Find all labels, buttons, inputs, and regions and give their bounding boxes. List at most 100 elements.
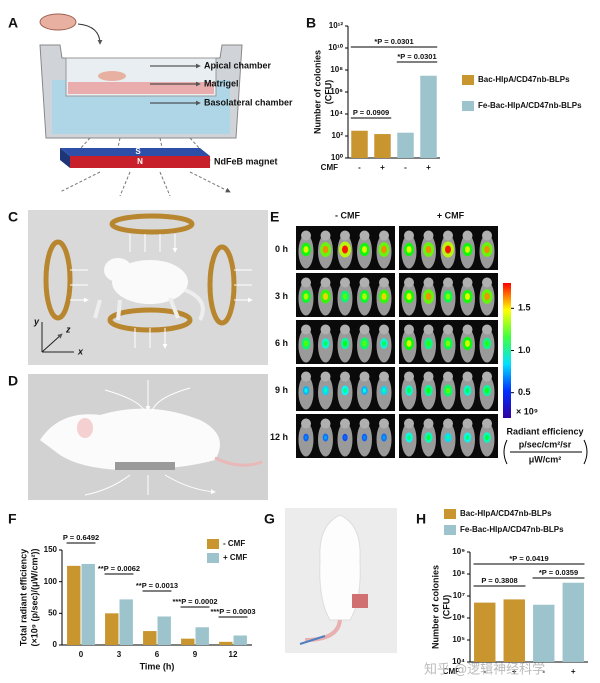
mouse-head (404, 230, 414, 241)
signal-core (323, 340, 328, 347)
colorbar-tick-label: 1.0 (518, 345, 531, 355)
signal-core (446, 435, 450, 440)
signal-core (485, 434, 489, 441)
signal-core (426, 340, 431, 347)
y-tick-label: 10⁴ (330, 109, 343, 118)
label: NdFeB magnet (214, 156, 278, 166)
row-label: 9 h (275, 385, 288, 395)
colorbar-unit: p/sec/cm²/sr (519, 439, 572, 449)
bar (67, 565, 81, 645)
signal-core (322, 245, 329, 254)
panel-label: D (8, 373, 18, 389)
y-axis-label: Number of colonies (312, 50, 322, 134)
colorbar-multiplier: × 10⁹ (516, 406, 538, 416)
signal-core (382, 388, 386, 393)
signal-core (303, 340, 309, 347)
bar (233, 635, 247, 645)
signal-core (343, 388, 347, 393)
signal-core (342, 293, 348, 300)
legend-label: Bac-HlpA/CD47nb-BLPs (460, 509, 552, 518)
signal-core (465, 387, 470, 394)
signal-core (303, 293, 309, 300)
signal-core (406, 246, 412, 253)
signal-core (381, 245, 387, 254)
y-tick-label: 50 (48, 608, 57, 617)
mouse-head (404, 277, 414, 288)
y-tick-label: 0 (53, 640, 58, 649)
x-tick-label: - (542, 667, 545, 676)
mouse-head (462, 230, 473, 241)
signal-core (484, 292, 490, 301)
legend-label: Fe-Bac-HlpA/CD47nb-BLPs (460, 525, 564, 534)
signal-core (465, 340, 470, 347)
significance-label: *P = 0.0301 (397, 52, 436, 61)
x-tick-label: + (571, 667, 576, 676)
significance-label: ***P = 0.0002 (172, 597, 217, 606)
bar (219, 641, 233, 645)
mouse-head (320, 277, 331, 288)
mouse-head (482, 230, 492, 241)
bar (397, 132, 414, 158)
mouse-head (301, 324, 311, 335)
signal-core (362, 246, 367, 253)
mouse-head (462, 371, 473, 382)
mouse-head (443, 418, 453, 429)
bar (181, 638, 195, 645)
signal-core (323, 388, 328, 393)
mouse-head (340, 230, 350, 241)
significance-label: *P = 0.0359 (539, 568, 578, 577)
coil-illustration (28, 210, 268, 365)
mouse-head (379, 277, 389, 288)
bar-chart: 0 50 100 150 Total radiant efficiency (×10⁹ (… (18, 533, 255, 671)
colorbar-tick-label: 0.5 (518, 387, 531, 397)
mouse-head (462, 418, 473, 429)
y-tick-label: 10¹² (329, 21, 344, 30)
x-tick-label: + (426, 163, 431, 172)
x-tick-label: - (404, 163, 407, 172)
signal-core (406, 293, 412, 300)
y-tick-label: 10⁹ (452, 547, 465, 556)
signal-core (362, 293, 367, 300)
mouse-head (379, 371, 389, 382)
mouse-head (379, 324, 389, 335)
label: Matrigel (204, 78, 239, 88)
legend-label: + CMF (223, 553, 247, 562)
mouse-illustration (28, 374, 268, 500)
row-label: 12 h (270, 432, 288, 442)
row-label: 3 h (275, 291, 288, 301)
significance-label: *P = 0.0419 (509, 554, 548, 563)
significance-label: P = 0.3808 (481, 576, 517, 585)
signal-core (425, 245, 432, 254)
mouse-head (404, 418, 414, 429)
signal-core (342, 245, 348, 254)
y-axis-label: (CFU) (441, 595, 451, 620)
signal-core (445, 245, 451, 254)
x-tick-label: - (483, 667, 486, 676)
signal-core (304, 435, 308, 440)
significance-label: ***P = 0.0003 (210, 607, 255, 616)
mouse-head (320, 371, 331, 382)
mouse-head (359, 324, 370, 335)
signal-core (406, 340, 412, 347)
x-tick-label: 6 (155, 650, 160, 659)
y-axis-label: (CFU) (323, 80, 333, 105)
mouse-head (443, 277, 453, 288)
mouse-head (379, 418, 389, 429)
y-axis-label: Total radiant efficiency (18, 549, 28, 646)
colorbar-label: Radiant efficiency (506, 426, 583, 436)
y-tick-label: 10⁶ (452, 613, 465, 622)
y-tick-label: 10⁸ (330, 65, 343, 74)
mouse-head (404, 371, 414, 382)
x-tick-label: - (358, 163, 361, 172)
x-tick-label: 9 (193, 650, 198, 659)
signal-core (445, 293, 451, 300)
mouse-head (340, 418, 350, 429)
legend-label: - CMF (223, 539, 245, 548)
bar-chart: 10⁴ 10⁵ 10⁶ 10⁷ 10⁸ 10⁹ Number of colonies (CFU… (430, 509, 588, 676)
colorbar-tick-label: 1.5 (518, 303, 531, 313)
colorbar (503, 283, 511, 418)
signal-core (484, 340, 490, 347)
signal-core (445, 387, 451, 394)
mouse-head (320, 230, 331, 241)
mouse-head (482, 324, 492, 335)
